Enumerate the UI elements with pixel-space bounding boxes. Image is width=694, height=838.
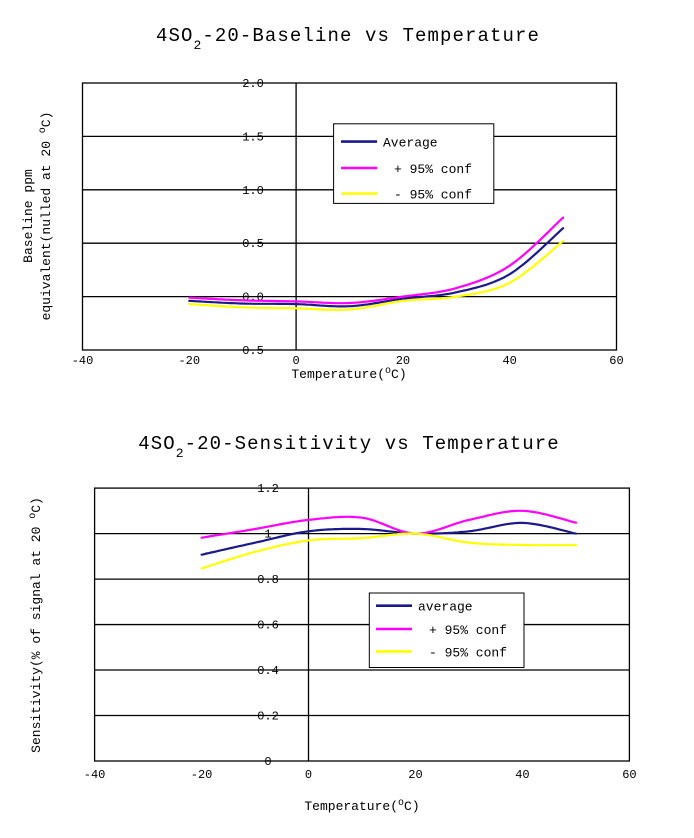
svg-text:1.5: 1.5 — [242, 130, 264, 144]
svg-text:0.2: 0.2 — [257, 710, 279, 724]
svg-text:1.0: 1.0 — [242, 184, 264, 198]
svg-text:0.5: 0.5 — [242, 344, 264, 358]
svg-text:-20: -20 — [178, 354, 200, 368]
svg-text:0.8: 0.8 — [257, 573, 279, 587]
svg-text:0.5: 0.5 — [242, 237, 264, 251]
svg-text:- 95% conf: - 95% conf — [394, 187, 472, 202]
svg-text:Average: Average — [383, 136, 438, 151]
svg-text:Sensitivity(% of signal at 20: Sensitivity(% of signal at 20 oC) — [28, 497, 45, 753]
svg-text:average: average — [418, 600, 473, 615]
svg-text:2.0: 2.0 — [242, 77, 264, 91]
svg-text:0: 0 — [264, 755, 271, 769]
svg-text:60: 60 — [622, 768, 636, 782]
svg-text:0: 0 — [305, 768, 312, 782]
svg-text:+ 95% conf: + 95% conf — [429, 623, 507, 638]
svg-text:equivalent(nulled at 20 oC): equivalent(nulled at 20 oC) — [38, 112, 55, 321]
svg-text:0.6: 0.6 — [257, 619, 279, 633]
svg-text:-40: -40 — [84, 768, 106, 782]
svg-text:1.2: 1.2 — [257, 482, 279, 496]
svg-text:40: 40 — [515, 768, 529, 782]
svg-text:60: 60 — [609, 354, 623, 368]
svg-text:0: 0 — [292, 354, 299, 368]
svg-text:Baseline ppm: Baseline ppm — [21, 169, 36, 263]
svg-text:-20: -20 — [191, 768, 213, 782]
svg-text:-40: -40 — [72, 354, 94, 368]
svg-text:0.0: 0.0 — [242, 291, 264, 305]
svg-text:- 95% conf: - 95% conf — [429, 645, 507, 660]
svg-text:40: 40 — [502, 354, 516, 368]
svg-text:20: 20 — [408, 768, 422, 782]
svg-text:0.4: 0.4 — [257, 664, 279, 678]
svg-text:20: 20 — [396, 354, 410, 368]
svg-text:+ 95% conf: + 95% conf — [394, 162, 472, 177]
